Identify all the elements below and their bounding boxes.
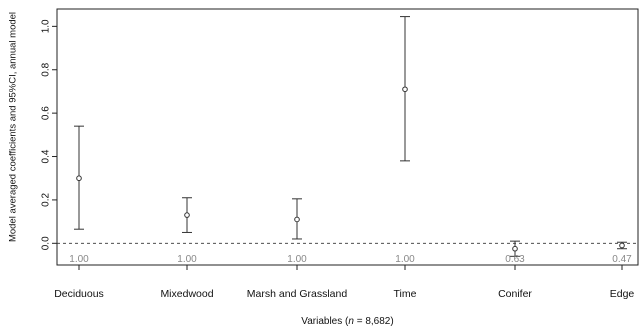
y-tick-label: 0.0 [41, 236, 52, 250]
x-axis: Deciduous Mixedwood Marsh and Grassland Tim… [54, 265, 634, 300]
weight-label: 1.00 [69, 254, 89, 265]
data-marks [74, 16, 627, 257]
estimate-point [619, 242, 625, 249]
y-axis-label: Model averaged coefficients and 95%CI, a… [7, 12, 18, 242]
y-axis: 0.0 0.2 0.4 0.6 0.8 1.0 [41, 19, 57, 250]
weight-label: 0.47 [612, 254, 632, 265]
x-tick-label: Time [394, 288, 417, 300]
y-tick-label: 1.0 [41, 19, 52, 33]
estimate-point [76, 175, 82, 182]
x-axis-label: Variables (n = 8,682) [301, 316, 393, 327]
estimate-point [184, 212, 190, 218]
weight-label: 1.00 [395, 254, 415, 265]
estimate-point [294, 216, 300, 223]
y-tick-label: 0.8 [41, 62, 52, 76]
plot-frame [56, 8, 639, 266]
y-tick-label: 0.2 [41, 193, 52, 207]
weight-labels: 1.00 1.00 1.00 1.00 0.63 0.47 [69, 254, 632, 265]
x-tick-label: Marsh and Grassland [247, 288, 348, 300]
estimate-point [512, 245, 518, 252]
weight-label: 0.63 [505, 254, 525, 265]
estimate-point [402, 86, 408, 93]
x-tick-label: Conifer [498, 288, 532, 300]
weight-label: 1.00 [287, 254, 307, 265]
weight-label: 1.00 [177, 254, 197, 265]
x-tick-label: Deciduous [54, 288, 104, 300]
x-tick-label: Edge [610, 288, 635, 300]
y-tick-label: 0.6 [41, 106, 52, 120]
x-tick-label: Mixedwood [160, 288, 213, 300]
y-tick-label: 0.4 [41, 149, 52, 163]
